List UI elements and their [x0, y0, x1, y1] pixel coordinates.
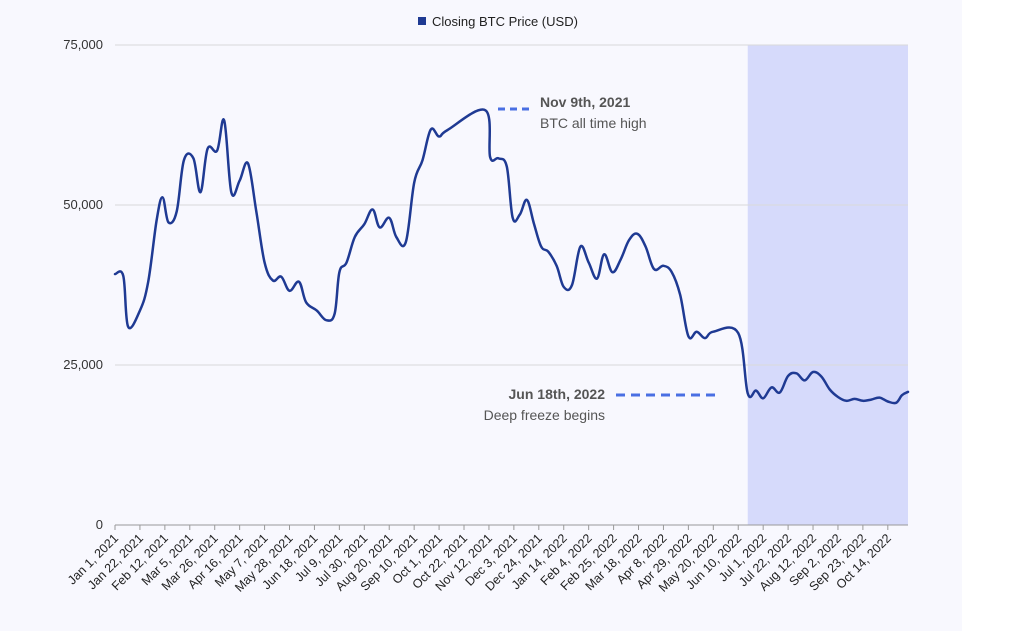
series-line-closing-btc-price: [113, 108, 910, 405]
annotation-ath-subtitle: BTC all time high: [540, 115, 647, 131]
y-axis-ticks: 0 25,000 50,000 75,000: [63, 37, 103, 532]
legend: Closing BTC Price (USD): [418, 14, 578, 29]
annotation-deep-freeze-title: Jun 18th, 2022: [509, 386, 606, 402]
annotation-ath-title: Nov 9th, 2021: [540, 94, 630, 110]
y-tick-label: 0: [96, 517, 103, 532]
legend-swatch: [418, 17, 426, 25]
deep-freeze-highlight-band: [747, 45, 908, 525]
annotation-ath: Nov 9th, 2021 BTC all time high: [498, 94, 647, 131]
y-tick-label: 25,000: [63, 357, 103, 372]
annotation-deep-freeze-subtitle: Deep freeze begins: [484, 407, 605, 423]
y-tick-label: 50,000: [63, 197, 103, 212]
legend-label: Closing BTC Price (USD): [432, 14, 578, 29]
annotation-deep-freeze: Jun 18th, 2022 Deep freeze begins: [484, 386, 716, 423]
y-tick-label: 75,000: [63, 37, 103, 52]
